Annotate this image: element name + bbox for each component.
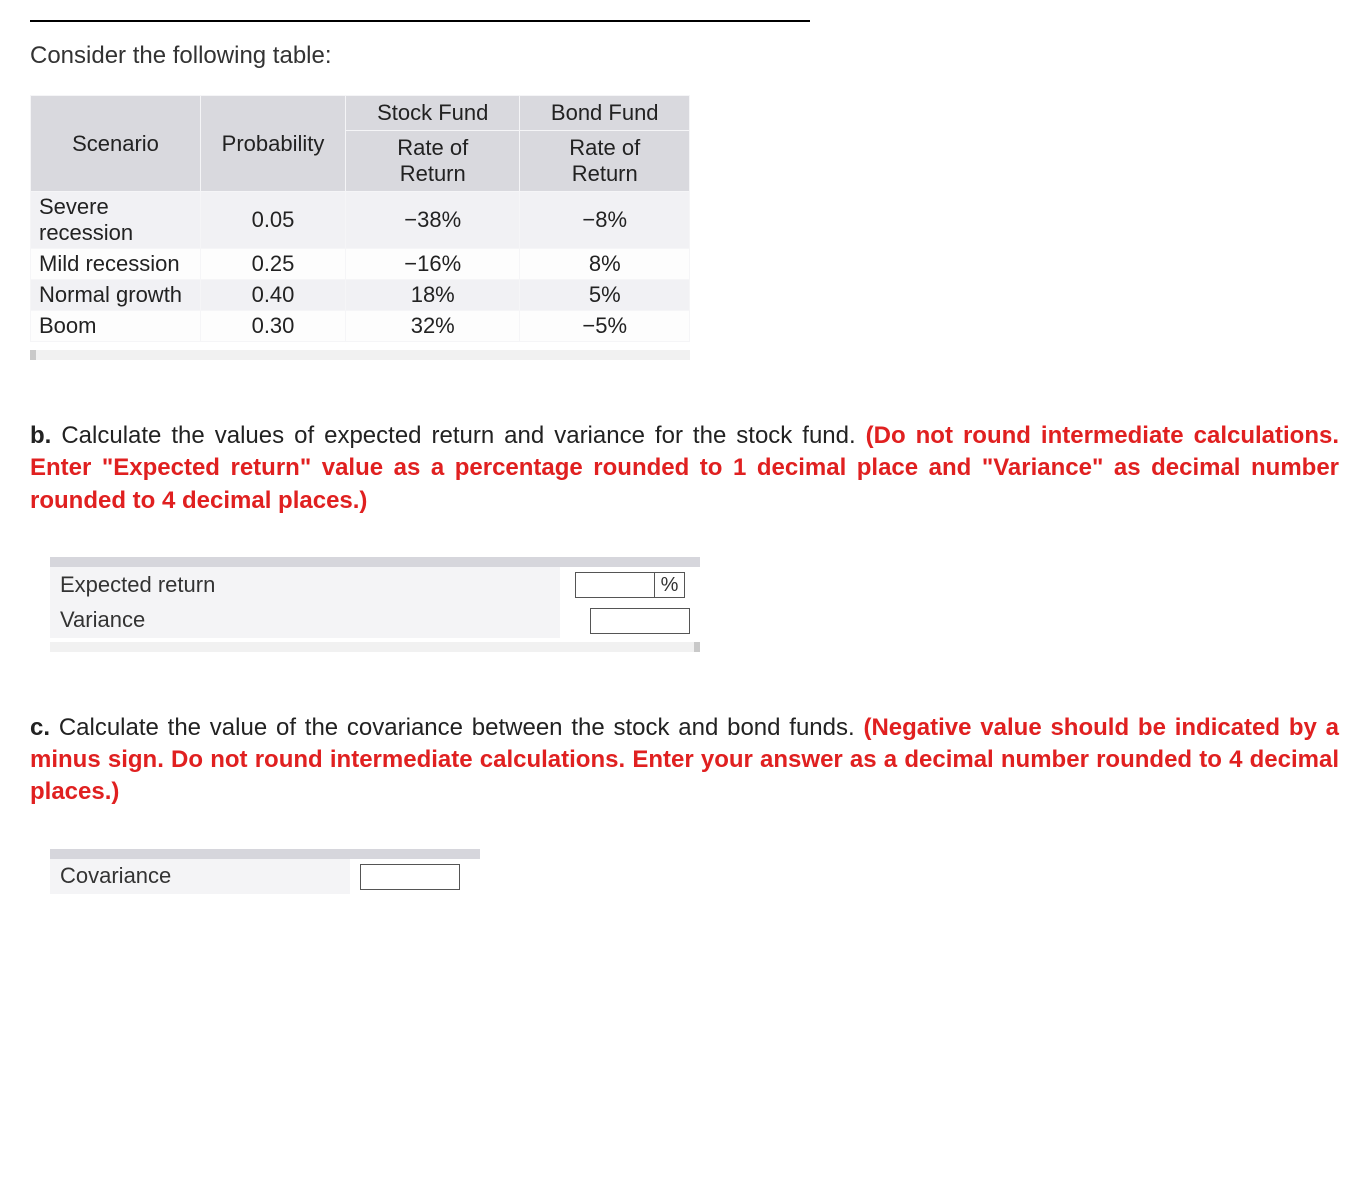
col-stock-line1: Stock Fund xyxy=(346,96,520,131)
answer-b-scrollbar[interactable] xyxy=(50,642,700,652)
probability-cell: 0.30 xyxy=(201,311,346,342)
scenario-cell: Boom xyxy=(31,311,201,342)
shade-bar xyxy=(50,557,700,567)
covariance-input-cell xyxy=(350,859,480,894)
table-row: Normal growth 0.40 18% 5% xyxy=(31,280,690,311)
answer-row: Variance xyxy=(50,602,700,637)
scenario-cell: Mild recession xyxy=(31,249,201,280)
answer-c-table: Covariance xyxy=(30,849,480,894)
table-row: Mild recession 0.25 −16% 8% xyxy=(31,249,690,280)
covariance-input[interactable] xyxy=(360,864,460,890)
question-b-label: b. xyxy=(30,422,51,449)
bond-cell: 8% xyxy=(520,249,690,280)
variance-input[interactable] xyxy=(590,608,690,634)
table-row: Boom 0.30 32% −5% xyxy=(31,311,690,342)
col-scenario: Scenario xyxy=(31,96,201,192)
shade-bar xyxy=(50,849,480,859)
scenario-table: Scenario Probability Stock Fund Bond Fun… xyxy=(30,95,690,360)
bond-cell: 5% xyxy=(520,280,690,311)
question-b: b. Calculate the values of expected retu… xyxy=(30,420,1339,517)
answer-row: Expected return % xyxy=(50,567,700,602)
question-c-label: c. xyxy=(30,714,50,741)
answer-b-table: Expected return % Variance xyxy=(30,557,700,651)
highlight-rule xyxy=(30,20,810,22)
bond-cell: −5% xyxy=(520,311,690,342)
table-scrollbar[interactable] xyxy=(30,350,690,360)
stock-cell: 18% xyxy=(346,280,520,311)
stock-cell: 32% xyxy=(346,311,520,342)
scenario-cell: Normal growth xyxy=(31,280,201,311)
probability-cell: 0.40 xyxy=(201,280,346,311)
table-row: Severe recession 0.05 −38% −8% xyxy=(31,192,690,249)
bond-cell: −8% xyxy=(520,192,690,249)
expected-return-label: Expected return xyxy=(50,567,560,602)
probability-cell: 0.25 xyxy=(201,249,346,280)
stock-cell: −38% xyxy=(346,192,520,249)
scenario-cell: Severe recession xyxy=(31,192,201,249)
intro-text: Consider the following table: xyxy=(30,42,1339,70)
expected-return-input[interactable] xyxy=(575,572,655,598)
percent-sign: % xyxy=(655,572,686,598)
covariance-label: Covariance xyxy=(50,859,350,894)
question-c-text: Calculate the value of the covariance be… xyxy=(59,714,864,741)
col-probability: Probability xyxy=(201,96,346,192)
col-bond-line1: Bond Fund xyxy=(520,96,690,131)
col-bond-line2: Rate of Return xyxy=(520,131,690,192)
question-c: c. Calculate the value of the covariance… xyxy=(30,712,1339,809)
answer-row: Covariance xyxy=(50,859,480,894)
col-stock-line2: Rate of Return xyxy=(346,131,520,192)
expected-return-input-cell: % xyxy=(560,567,700,602)
question-b-text: Calculate the values of expected return … xyxy=(61,422,865,449)
stock-cell: −16% xyxy=(346,249,520,280)
variance-label: Variance xyxy=(50,602,560,637)
probability-cell: 0.05 xyxy=(201,192,346,249)
variance-input-cell xyxy=(560,602,700,637)
